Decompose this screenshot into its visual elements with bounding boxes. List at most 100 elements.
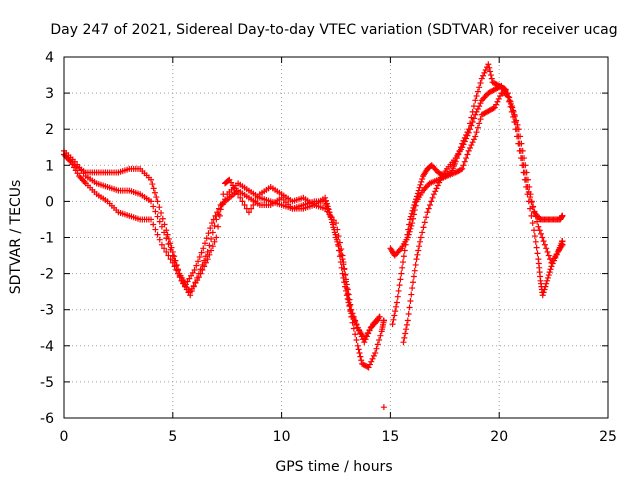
data-point — [414, 190, 421, 197]
data-point — [463, 135, 470, 142]
data-point — [356, 327, 363, 334]
data-point — [323, 200, 330, 207]
data-point — [213, 234, 220, 241]
chart-title: Day 247 of 2021, Sidereal Day-to-day VTE… — [50, 22, 617, 38]
data-point — [508, 108, 515, 115]
data-point — [537, 230, 544, 237]
data-point — [406, 304, 413, 311]
data-point — [469, 139, 476, 146]
data-point — [542, 283, 549, 290]
data-point — [195, 258, 202, 265]
data-point — [409, 207, 416, 214]
data-point — [218, 202, 225, 209]
data-point — [405, 311, 412, 318]
data-point — [519, 162, 526, 169]
data-point — [480, 72, 487, 79]
data-point — [544, 277, 551, 284]
data-point — [517, 155, 524, 162]
data-point — [413, 196, 420, 203]
data-point — [525, 198, 532, 205]
data-point — [401, 247, 408, 254]
data-point — [539, 292, 546, 299]
data-point — [482, 66, 489, 73]
data-point — [208, 235, 215, 242]
data-point — [551, 257, 558, 264]
data-point — [486, 64, 493, 71]
data-point — [552, 254, 559, 261]
data-point — [428, 198, 435, 205]
data-point — [151, 189, 158, 196]
data-point — [330, 224, 337, 231]
data-point — [511, 118, 518, 125]
data-point — [487, 68, 494, 75]
data-point — [204, 256, 211, 263]
data-point — [340, 261, 347, 268]
data-point — [407, 298, 414, 305]
data-point — [333, 220, 339, 227]
data-point — [163, 235, 170, 242]
data-point — [193, 262, 200, 269]
data-point — [403, 236, 410, 243]
data-point — [434, 182, 441, 189]
data-point — [357, 353, 364, 360]
data-point — [352, 317, 359, 324]
data-point — [165, 235, 172, 242]
data-point — [348, 306, 355, 313]
data-point — [413, 256, 420, 263]
data-point — [203, 235, 210, 242]
data-point — [150, 221, 157, 228]
data-point — [171, 253, 178, 260]
data-point — [415, 247, 422, 254]
data-point — [353, 321, 360, 328]
data-point — [465, 147, 472, 154]
data-point — [544, 274, 551, 281]
data-point — [331, 229, 338, 236]
y-tick-label: 4 — [45, 50, 54, 66]
data-point — [169, 259, 176, 266]
data-point — [474, 88, 481, 95]
data-point — [327, 214, 334, 221]
data-point — [531, 227, 538, 234]
data-point — [334, 238, 341, 245]
data-point — [490, 105, 497, 112]
data-point — [476, 103, 483, 110]
data-point — [205, 230, 212, 237]
data-point — [352, 331, 359, 338]
data-point — [370, 352, 377, 359]
data-point — [197, 270, 204, 277]
data-point — [545, 252, 552, 259]
data-point — [365, 364, 372, 371]
data-point — [158, 241, 165, 248]
data-point — [400, 253, 407, 260]
y-tick-label: 1 — [45, 158, 54, 174]
data-point — [346, 296, 353, 303]
data-point — [467, 144, 474, 151]
data-point — [358, 357, 365, 364]
data-point — [345, 291, 352, 298]
data-point — [408, 210, 415, 217]
data-marks — [61, 61, 566, 411]
data-point — [380, 404, 387, 411]
data-point — [400, 259, 407, 266]
y-tick-label: -2 — [40, 267, 54, 283]
data-point — [362, 336, 369, 343]
data-point — [397, 276, 404, 283]
data-point — [201, 263, 208, 270]
data-point — [534, 218, 541, 225]
data-point — [495, 95, 502, 102]
data-point — [472, 111, 479, 118]
data-point — [254, 194, 261, 201]
data-point — [470, 103, 477, 110]
data-point — [547, 266, 554, 273]
data-point — [409, 220, 416, 227]
data-point — [214, 209, 221, 216]
data-point — [176, 274, 183, 281]
data-point — [168, 244, 175, 251]
data-point — [171, 263, 178, 270]
data-point — [477, 79, 484, 86]
data-point — [460, 162, 467, 169]
data-point — [468, 142, 475, 149]
data-point — [208, 247, 215, 254]
data-point — [406, 216, 413, 223]
